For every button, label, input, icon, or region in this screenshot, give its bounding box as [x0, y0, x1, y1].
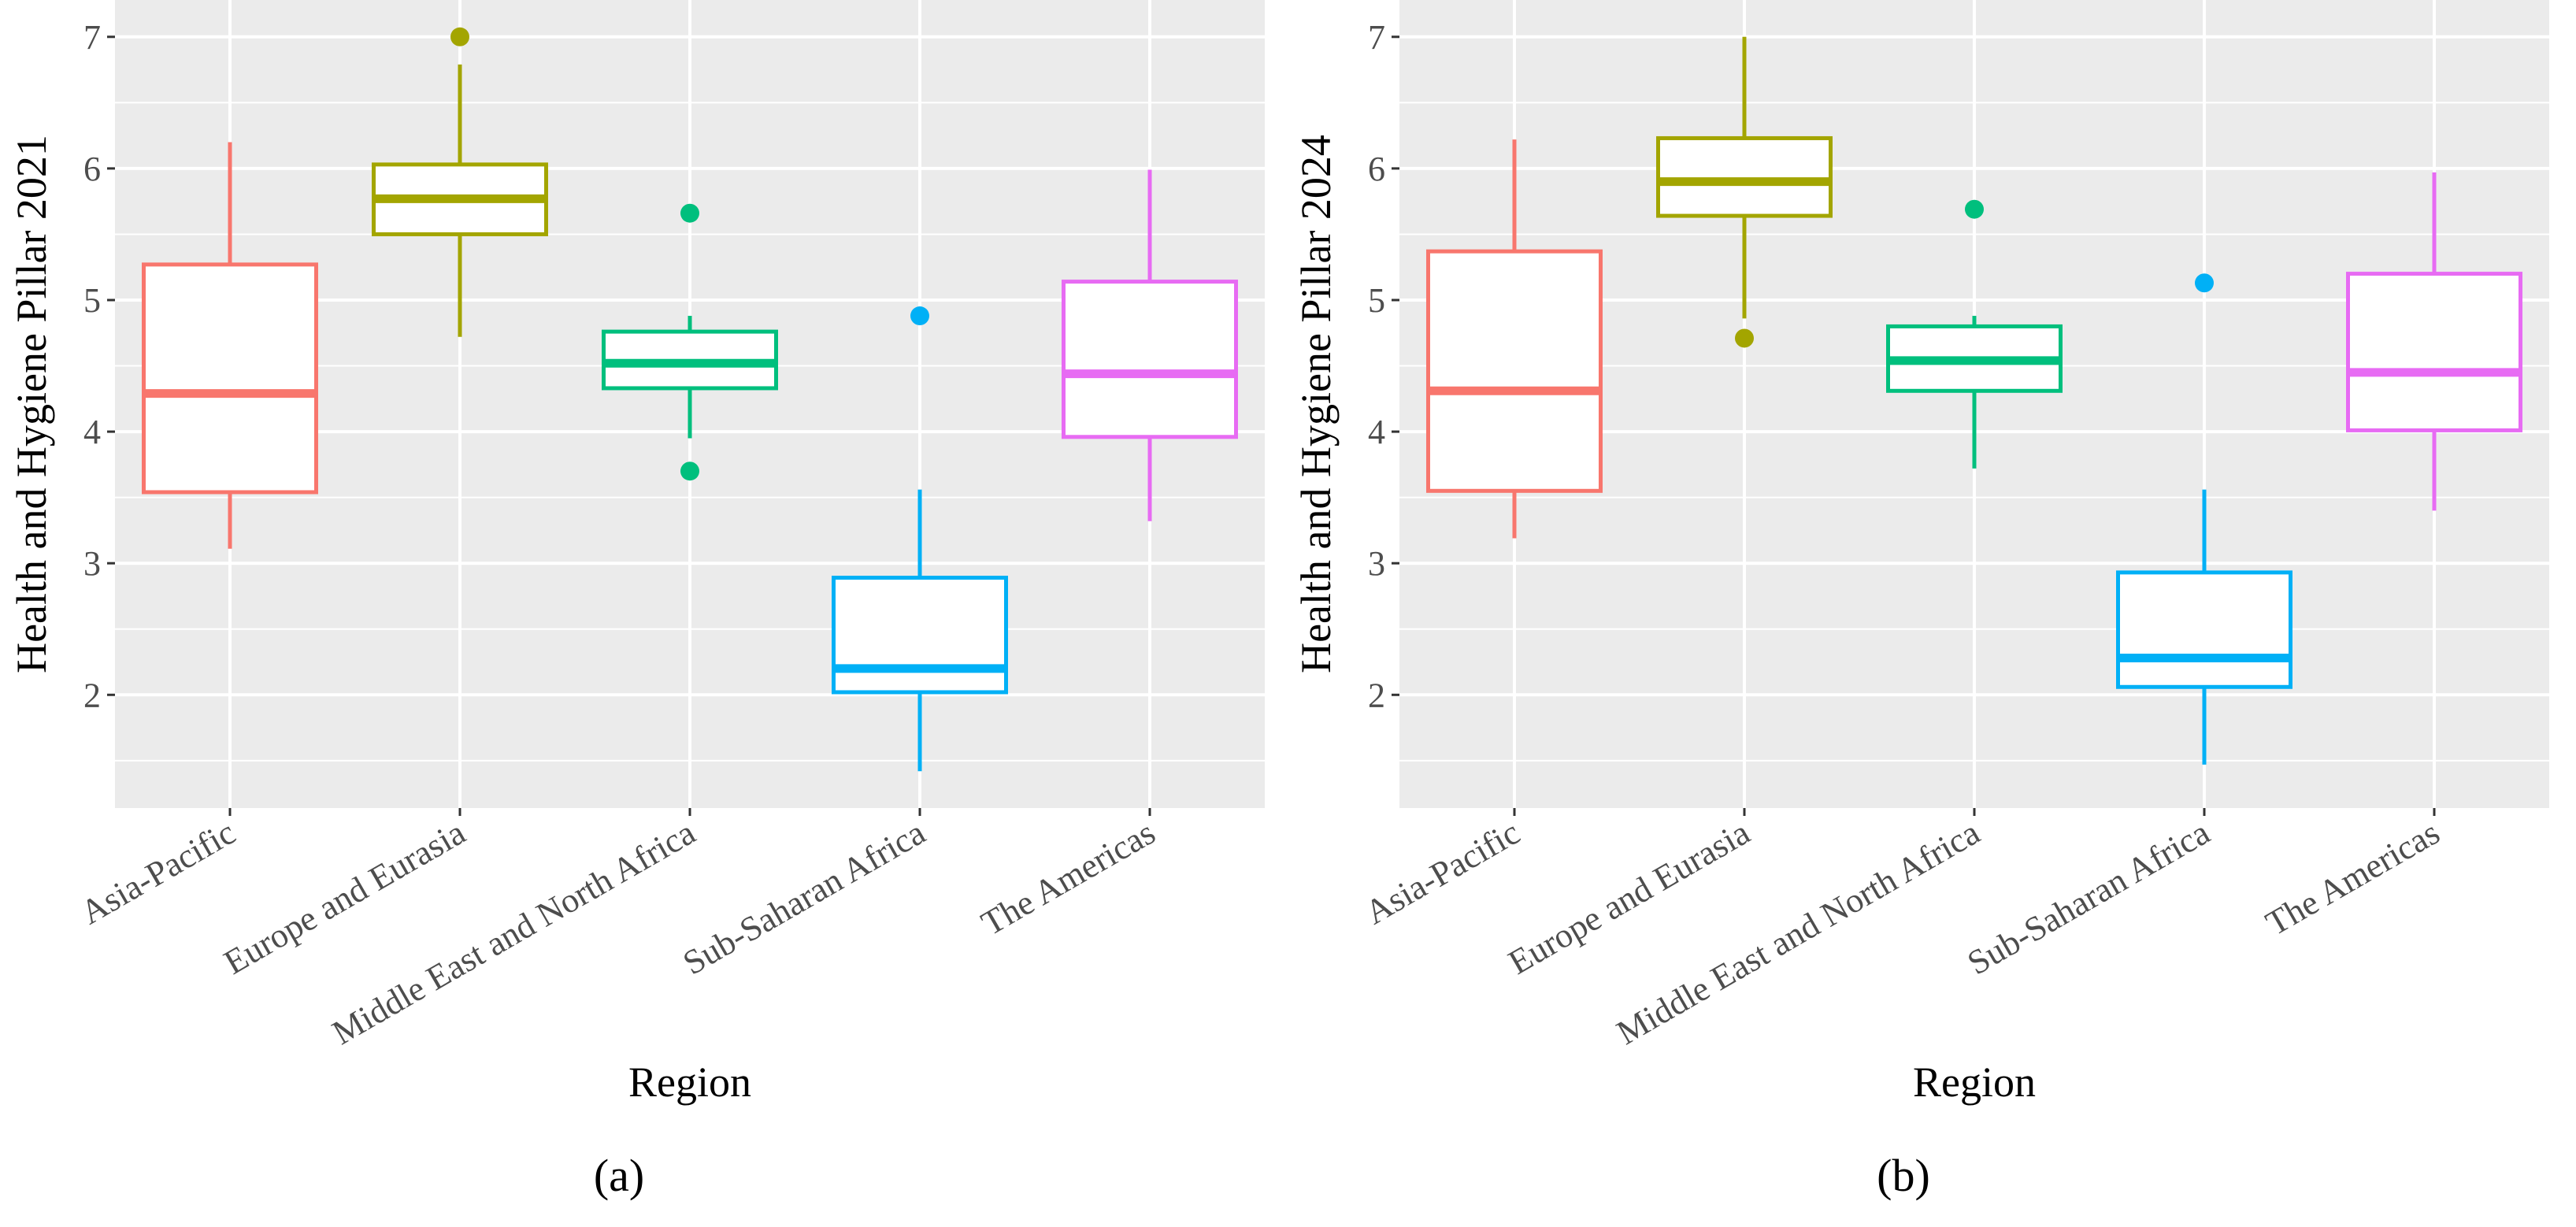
panel-label: (a) — [594, 1150, 644, 1201]
y-tick-label: 6 — [1368, 150, 1385, 188]
x-tick-label: Asia-Pacific — [1358, 813, 1526, 932]
y-tick-label: 4 — [1368, 413, 1385, 451]
outlier-point — [910, 306, 929, 326]
box-sub-saharan-africa — [2116, 273, 2292, 765]
y-axis-title: Health and Hygiene Pillar 2021 — [8, 135, 55, 673]
box-europe-and-eurasia — [372, 27, 548, 337]
box-europe-and-eurasia — [1656, 36, 1833, 348]
iqr-box — [2116, 570, 2292, 689]
y-tick-label: 4 — [83, 413, 101, 451]
y-tick-label: 2 — [1368, 676, 1385, 714]
y-tick-label: 7 — [83, 18, 101, 57]
x-tick-label: Middle East and North Africa — [326, 813, 702, 1052]
box-the-americas — [1062, 169, 1238, 521]
y-axis-title: Health and Hygiene Pillar 2024 — [1292, 135, 1340, 673]
x-tick-label: The Americas — [2259, 813, 2446, 943]
outlier-point — [450, 27, 469, 46]
box-asia-pacific — [1426, 139, 1603, 539]
iqr-box — [1062, 280, 1238, 439]
x-tick-label: Asia-Pacific — [74, 813, 242, 932]
x-axis-title: Region — [628, 1058, 751, 1106]
iqr-box — [142, 262, 318, 495]
outlier-point — [1965, 199, 1984, 219]
y-tick-label: 2 — [83, 676, 101, 714]
y-tick-label: 3 — [83, 544, 101, 583]
x-tick-label: Sub-Saharan Africa — [676, 813, 932, 982]
iqr-box — [832, 576, 1008, 695]
y-tick-label: 5 — [83, 281, 101, 320]
box-asia-pacific — [142, 142, 318, 549]
outlier-point — [2195, 273, 2214, 293]
iqr-box — [1656, 135, 1833, 218]
x-tick-label: The Americas — [975, 813, 1162, 943]
x-tick-label: Sub-Saharan Africa — [1961, 813, 2216, 982]
panel-label: (b) — [1877, 1150, 1930, 1201]
y-tick-label: 6 — [83, 150, 101, 188]
box-the-americas — [2346, 172, 2522, 511]
box-middle-east-and-north-africa — [602, 203, 778, 481]
outlier-point — [680, 462, 699, 481]
iqr-box — [2346, 272, 2522, 432]
outlier-point — [680, 203, 699, 223]
iqr-box — [1426, 249, 1603, 493]
box-sub-saharan-africa — [832, 306, 1008, 772]
outlier-point — [1735, 328, 1754, 348]
y-tick-label: 5 — [1368, 281, 1385, 320]
y-tick-label: 7 — [1368, 18, 1385, 57]
y-tick-label: 3 — [1368, 544, 1385, 583]
x-axis-title: Region — [1913, 1058, 2036, 1106]
x-tick-label: Middle East and North Africa — [1610, 813, 1986, 1052]
box-middle-east-and-north-africa — [1886, 199, 2063, 469]
